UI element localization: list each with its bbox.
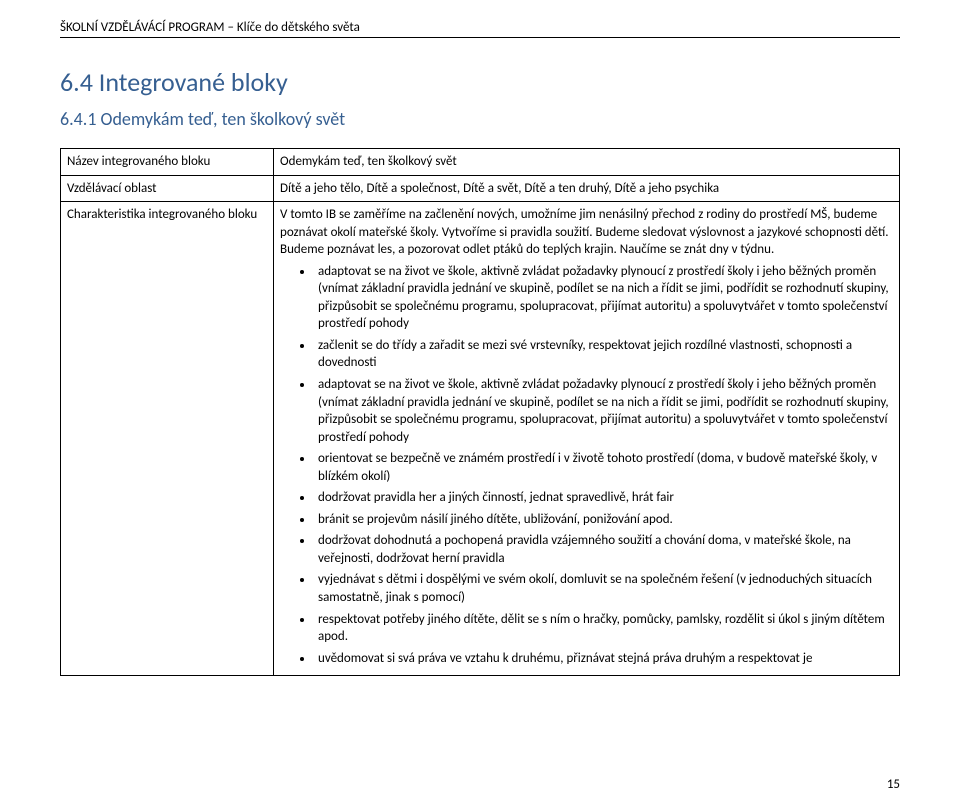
list-item: orientovat se bezpečně ve známém prostře… bbox=[314, 450, 893, 485]
row-label: Vzdělávací oblast bbox=[61, 175, 274, 202]
list-item: adaptovat se na život ve škole, aktivně … bbox=[314, 376, 893, 446]
subsection-heading: 6.4.1 Odemykám teď, ten školkový svět bbox=[60, 108, 900, 130]
list-item: uvědomovat si svá práva ve vztahu k druh… bbox=[314, 650, 893, 668]
list-item: dodržovat pravidla her a jiných činností… bbox=[314, 489, 893, 507]
table-row-charakteristika: Charakteristika integrovaného bloku V to… bbox=[61, 202, 900, 676]
list-item: respektovat potřeby jiného dítěte, dělit… bbox=[314, 611, 893, 646]
row-value: Dítě a jeho tělo, Dítě a společnost, Dít… bbox=[274, 175, 900, 202]
program-header: ŠKOLNÍ VZDĚLÁVÁCÍ PROGRAM – Klíče do dět… bbox=[60, 20, 900, 38]
row-value: Odemykám teď, ten školkový svět bbox=[274, 149, 900, 176]
charakteristika-bullets: adaptovat se na život ve škole, aktivně … bbox=[280, 263, 893, 667]
list-item: dodržovat dohodnutá a pochopená pravidla… bbox=[314, 532, 893, 567]
table-row: Vzdělávací oblast Dítě a jeho tělo, Dítě… bbox=[61, 175, 900, 202]
section-heading: 6.4 Integrované bloky bbox=[60, 66, 900, 98]
list-item: bránit se projevům násilí jiného dítěte,… bbox=[314, 511, 893, 529]
info-table: Název integrovaného bloku Odemykám teď, … bbox=[60, 148, 900, 676]
list-item: vyjednávat s dětmi i dospělými ve svém o… bbox=[314, 571, 893, 606]
charakteristika-intro: V tomto IB se zaměříme na začlenění nový… bbox=[280, 206, 893, 259]
row-label: Název integrovaného bloku bbox=[61, 149, 274, 176]
page: ŠKOLNÍ VZDĚLÁVÁCÍ PROGRAM – Klíče do dět… bbox=[0, 0, 960, 804]
list-item: začlenit se do třídy a zařadit se mezi s… bbox=[314, 337, 893, 372]
page-number: 15 bbox=[887, 777, 900, 792]
row-value-charakteristika: V tomto IB se zaměříme na začlenění nový… bbox=[274, 202, 900, 676]
row-label: Charakteristika integrovaného bloku bbox=[61, 202, 274, 676]
list-item: adaptovat se na život ve škole, aktivně … bbox=[314, 263, 893, 333]
table-row: Název integrovaného bloku Odemykám teď, … bbox=[61, 149, 900, 176]
